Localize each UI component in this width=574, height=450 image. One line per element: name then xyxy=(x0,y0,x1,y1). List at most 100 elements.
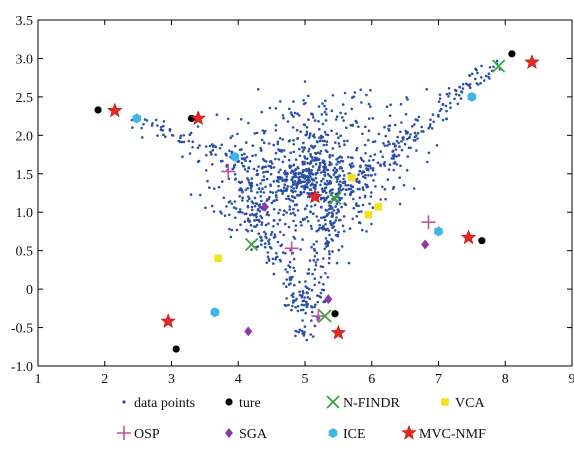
data-point xyxy=(233,144,237,148)
data-point xyxy=(305,169,309,173)
data-point xyxy=(162,124,165,128)
data-point xyxy=(271,191,275,194)
data-point xyxy=(344,183,347,187)
data-point xyxy=(416,137,419,140)
data-point xyxy=(310,319,313,322)
data-point xyxy=(254,153,257,157)
data-point xyxy=(307,150,310,153)
data-point xyxy=(334,234,338,237)
data-point xyxy=(255,183,259,187)
ture-marker xyxy=(172,345,180,353)
data-point xyxy=(307,171,311,175)
data-point xyxy=(224,152,227,156)
data-point xyxy=(241,196,244,199)
data-point xyxy=(416,119,420,122)
data-point xyxy=(332,173,336,176)
data-point xyxy=(305,185,309,189)
data-point xyxy=(294,229,297,232)
data-point xyxy=(310,245,313,249)
y-tick-label: 2.5 xyxy=(16,91,34,106)
mvc-nmf-marker xyxy=(190,110,206,126)
data-point xyxy=(253,132,257,135)
data-point xyxy=(364,125,367,129)
data-point xyxy=(372,140,375,144)
osp-marker xyxy=(221,164,236,179)
data-point xyxy=(296,137,299,141)
data-point xyxy=(217,185,221,189)
mvc-nmf-marker xyxy=(160,313,176,329)
data-point xyxy=(361,132,364,136)
data-point xyxy=(302,148,306,152)
data-point xyxy=(171,134,175,137)
data-point xyxy=(313,203,317,207)
data-point xyxy=(241,199,244,202)
data-point xyxy=(331,154,335,157)
ture-marker xyxy=(94,106,102,114)
data-point xyxy=(315,251,319,255)
x-tick-label: 2 xyxy=(101,372,108,387)
data-point xyxy=(305,204,309,207)
ture-marker xyxy=(331,310,339,318)
data-point xyxy=(230,228,234,232)
data-point xyxy=(320,179,323,183)
data-point xyxy=(270,247,273,250)
data-point xyxy=(318,152,322,155)
data-point xyxy=(318,139,322,143)
data-point xyxy=(324,223,327,226)
data-point xyxy=(334,118,338,121)
data-point xyxy=(294,224,298,227)
data-point xyxy=(331,94,335,97)
data-point xyxy=(331,215,334,218)
data-point xyxy=(248,219,251,222)
data-point xyxy=(310,310,314,314)
data-point xyxy=(229,136,232,140)
data-point xyxy=(272,199,275,203)
data-point xyxy=(359,164,362,168)
data-point xyxy=(395,163,399,166)
data-point xyxy=(335,180,339,183)
data-point xyxy=(394,144,398,148)
data-point xyxy=(406,98,409,101)
data-point xyxy=(309,175,312,179)
data-point xyxy=(263,230,266,234)
data-point xyxy=(306,161,309,165)
data-point xyxy=(329,181,332,184)
data-point xyxy=(164,135,167,138)
data-point xyxy=(243,152,246,156)
data-point xyxy=(328,207,331,211)
data-point xyxy=(284,179,288,183)
data-point xyxy=(379,164,383,168)
data-point xyxy=(264,170,268,174)
data-point xyxy=(262,165,266,169)
mvc-nmf-marker xyxy=(330,324,347,340)
data-point xyxy=(342,139,346,143)
data-point xyxy=(316,140,319,144)
data-point xyxy=(301,319,304,322)
legend-label-ture: ture xyxy=(239,396,261,411)
data-point xyxy=(311,335,315,338)
data-point xyxy=(255,169,259,172)
data-point xyxy=(311,113,314,116)
data-point xyxy=(299,248,302,251)
data-point xyxy=(282,116,285,120)
data-point xyxy=(292,266,296,270)
data-point xyxy=(322,282,325,286)
data-point xyxy=(273,235,277,239)
data-point xyxy=(262,178,266,182)
data-point xyxy=(324,119,328,122)
data-point xyxy=(300,303,304,307)
data-point xyxy=(328,250,331,253)
data-point xyxy=(352,197,355,201)
data-point xyxy=(189,131,193,135)
data-point xyxy=(303,80,307,83)
data-point xyxy=(274,257,278,261)
data-point xyxy=(480,64,483,68)
data-point xyxy=(395,155,399,158)
data-point xyxy=(292,139,295,142)
data-point xyxy=(311,165,315,168)
data-point xyxy=(303,157,307,160)
data-point xyxy=(367,117,371,120)
data-point xyxy=(414,139,417,142)
data-point xyxy=(343,174,346,177)
data-point xyxy=(283,183,287,186)
